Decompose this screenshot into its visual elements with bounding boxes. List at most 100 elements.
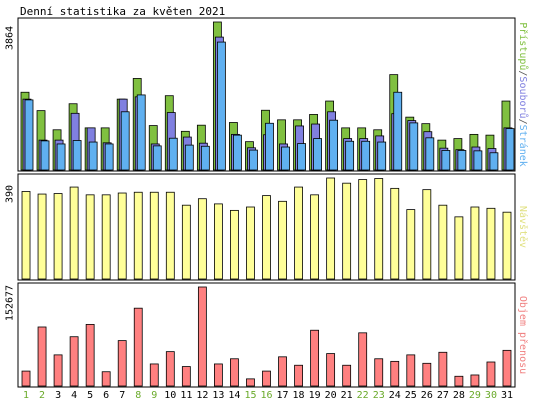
y-max-label-hits: 3864 [5, 26, 16, 50]
bar-volume [358, 332, 368, 387]
x-tick-label: 11 [180, 390, 192, 401]
bar-visits [422, 189, 432, 280]
legend-part: Objem přenosu [518, 296, 530, 374]
bar-visits [406, 209, 416, 280]
bar-volume [53, 354, 63, 387]
bar-hits-pages [377, 141, 387, 171]
bar-visits [470, 206, 480, 280]
x-tick-label: 29 [469, 390, 481, 401]
bar-volume [262, 370, 271, 387]
bar-hits-pages [265, 122, 274, 171]
bar-hits-pages [297, 143, 306, 171]
bar-hits-pages [313, 138, 322, 171]
bar-visits [358, 179, 368, 280]
bar-volume [230, 358, 239, 387]
bar-hits-pages [489, 152, 499, 171]
bar-visits [342, 182, 352, 280]
bar-volume [326, 353, 336, 387]
x-tick-label: 23 [373, 390, 385, 401]
bar-visits [117, 192, 127, 280]
bar-visits [181, 204, 191, 280]
x-tick-label: 16 [260, 390, 272, 401]
bar-visits [310, 194, 319, 280]
bar-hits-pages [393, 91, 403, 171]
x-tick-label: 14 [228, 390, 240, 401]
bar-visits [101, 194, 111, 280]
bar-volume [85, 323, 95, 387]
bar-hits-pages [72, 140, 82, 171]
x-tick-label: 5 [87, 390, 93, 401]
bar-visits [214, 203, 223, 280]
bar-visits [502, 211, 512, 280]
bar-visits [438, 204, 448, 280]
bar-volume [502, 349, 512, 387]
bar-visits [21, 191, 31, 280]
x-tick-label: 10 [164, 390, 176, 401]
bar-hits-pages [505, 128, 515, 171]
bar-volume [181, 366, 191, 387]
legend-part: Přístupů [518, 22, 530, 70]
bar-visits [149, 191, 159, 280]
bar-visits [390, 187, 400, 280]
legend-part: Stránek [518, 125, 530, 167]
bar-volume [422, 362, 432, 387]
bar-visits [294, 186, 303, 280]
bar-visits [326, 177, 336, 280]
bar-volume [149, 363, 159, 387]
bar-hits-pages [24, 99, 34, 171]
bar-hits-pages [329, 119, 339, 171]
bar-hits-pages [345, 140, 355, 171]
x-tick-label: 1 [23, 390, 29, 401]
y-max-label-visits: 390 [5, 185, 16, 203]
bar-volume [21, 370, 31, 387]
legend-part: / [518, 70, 529, 76]
bar-visits [262, 195, 271, 280]
legend-hits: Přístupů/Souborů/Stránek [518, 22, 530, 167]
bar-visits [69, 186, 79, 280]
x-tick-label: 26 [421, 390, 433, 401]
legend-visits: Návštěv [518, 206, 530, 248]
x-tick-label: 7 [119, 390, 125, 401]
x-tick-label: 17 [277, 390, 289, 401]
bar-hits-pages [88, 141, 98, 171]
x-tick-label: 2 [39, 390, 45, 401]
bar-volume [214, 363, 223, 387]
y-max-label-volume: 152677 [5, 285, 16, 321]
chart-title: Denní statistika za květen 2021 [20, 5, 225, 18]
x-tick-label: 27 [437, 390, 449, 401]
x-tick-label: 20 [325, 390, 337, 401]
panel-frame-volume [17, 282, 516, 388]
x-tick-label: 28 [453, 390, 465, 401]
bar-hits-pages [361, 140, 371, 171]
bar-volume [406, 354, 416, 387]
bar-volume [310, 329, 319, 387]
bar-hits-pages [281, 146, 290, 171]
x-tick-label: 25 [405, 390, 417, 401]
bar-volume [246, 378, 255, 387]
legend-part: Souborů [518, 76, 530, 118]
bar-visits [374, 178, 384, 280]
bar-volume [470, 374, 480, 387]
x-tick-label: 4 [71, 390, 77, 401]
bar-volume [454, 375, 464, 387]
x-tick-label: 8 [135, 390, 141, 401]
x-tick-label: 13 [212, 390, 224, 401]
bar-visits [133, 191, 143, 280]
bar-visits [53, 193, 63, 280]
bar-hits-pages [409, 122, 419, 171]
legend-part: Návštěv [518, 206, 530, 248]
x-tick-label: 22 [357, 390, 369, 401]
bar-hits-pages [136, 94, 146, 171]
bar-volume [390, 360, 400, 387]
bar-hits-pages [249, 149, 258, 171]
bar-hits-pages [184, 144, 194, 171]
bar-hits-pages [168, 137, 178, 171]
x-tick-label: 12 [196, 390, 208, 401]
x-tick-label: 24 [389, 390, 401, 401]
bar-volume [342, 364, 352, 387]
bar-hits-pages [152, 145, 162, 171]
x-tick-label: 9 [151, 390, 157, 401]
bar-volume [37, 326, 47, 387]
bar-volume [101, 371, 111, 387]
